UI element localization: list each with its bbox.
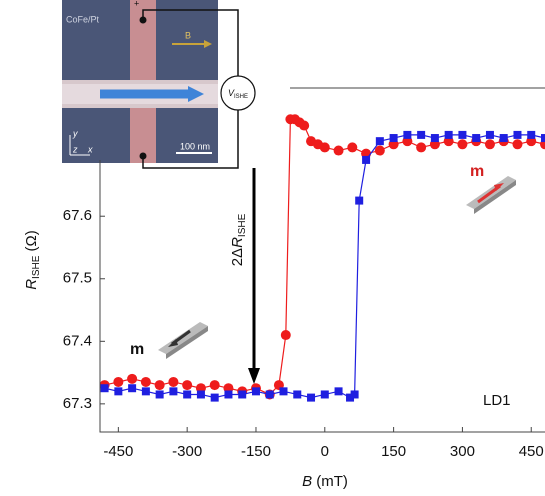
y-axis-label: RISHE (Ω) [23, 230, 42, 290]
inset-label: CoFe/Pt [66, 14, 100, 24]
point [355, 197, 363, 205]
point [417, 131, 425, 139]
point [500, 134, 508, 142]
x-tick-label: -150 [241, 443, 271, 460]
point [210, 380, 220, 390]
point [486, 131, 494, 139]
x-tick-label: -450 [103, 443, 133, 460]
point [266, 390, 274, 398]
point [390, 134, 398, 142]
x-tick-label: -300 [172, 443, 202, 460]
y-tick-label: 67.5 [63, 270, 92, 287]
inset: CoFe/Pt B 100 nm + y z x VISHE [62, 0, 255, 168]
point [280, 387, 288, 395]
point [211, 394, 219, 402]
point [334, 146, 344, 156]
point [458, 131, 466, 139]
annotation: LD1 [483, 392, 511, 409]
point [114, 387, 122, 395]
point [416, 142, 426, 152]
point [293, 390, 301, 398]
inset-label: z [72, 144, 78, 154]
point [281, 330, 291, 340]
point [169, 387, 177, 395]
point [403, 131, 411, 139]
point [142, 387, 150, 395]
x-axis-label: B (mT) [302, 473, 348, 490]
delta-arrowhead [248, 368, 260, 384]
x-tick-label: 0 [321, 443, 329, 460]
point [321, 390, 329, 398]
point [541, 134, 545, 142]
point [224, 390, 232, 398]
point [347, 142, 357, 152]
point [141, 377, 151, 387]
point [197, 390, 205, 398]
annotation: m [130, 341, 144, 358]
point [431, 134, 439, 142]
point [307, 394, 315, 402]
annotation: 2ΔRISHE [229, 213, 248, 266]
point [182, 380, 192, 390]
point [127, 374, 137, 384]
point [128, 384, 136, 392]
y-tick-label: 67.6 [63, 207, 92, 224]
chart: CoFe/Pt B 100 nm + y z x VISHE m m LD1 2… [0, 0, 545, 496]
point [375, 146, 385, 156]
inset-label: B [185, 30, 191, 40]
x-tick-label: 450 [519, 443, 544, 460]
inset-label: 100 nm [180, 141, 210, 151]
point [457, 139, 467, 149]
y-tick-label: 67.3 [63, 395, 92, 412]
point [156, 390, 164, 398]
inset-label: + [134, 0, 139, 8]
point [183, 390, 191, 398]
y-tick-label: 67.4 [63, 332, 92, 349]
inset-label: x [87, 144, 93, 154]
x-tick-label: 150 [381, 443, 406, 460]
point [168, 377, 178, 387]
point [445, 131, 453, 139]
point [320, 142, 330, 152]
inset-label: y [72, 128, 78, 138]
point [485, 139, 495, 149]
annotation: m [470, 163, 484, 180]
point [155, 380, 165, 390]
point [335, 387, 343, 395]
point [513, 131, 521, 139]
point [351, 390, 359, 398]
x-tick-label: 300 [450, 443, 475, 460]
point [238, 390, 246, 398]
point [527, 131, 535, 139]
point [376, 137, 384, 145]
point [512, 139, 522, 149]
point [252, 387, 260, 395]
point [101, 384, 109, 392]
point [472, 134, 480, 142]
point [299, 121, 309, 131]
point [362, 156, 370, 164]
point [113, 377, 123, 387]
magnetization-icon [158, 176, 516, 359]
